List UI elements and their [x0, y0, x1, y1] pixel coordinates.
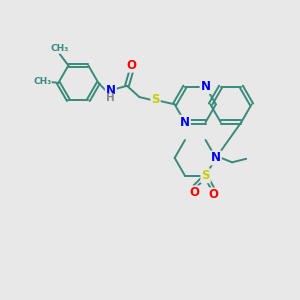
Text: N: N	[106, 84, 116, 97]
Text: CH₃: CH₃	[51, 44, 69, 53]
Text: N: N	[211, 152, 221, 164]
Text: S: S	[201, 169, 210, 182]
Text: CH₃: CH₃	[33, 77, 51, 86]
Text: O: O	[208, 188, 218, 201]
Text: S: S	[151, 93, 160, 106]
Text: H: H	[106, 94, 114, 103]
Text: N: N	[180, 116, 190, 129]
Text: N: N	[201, 80, 211, 93]
Text: O: O	[189, 186, 200, 199]
Text: O: O	[126, 59, 136, 72]
